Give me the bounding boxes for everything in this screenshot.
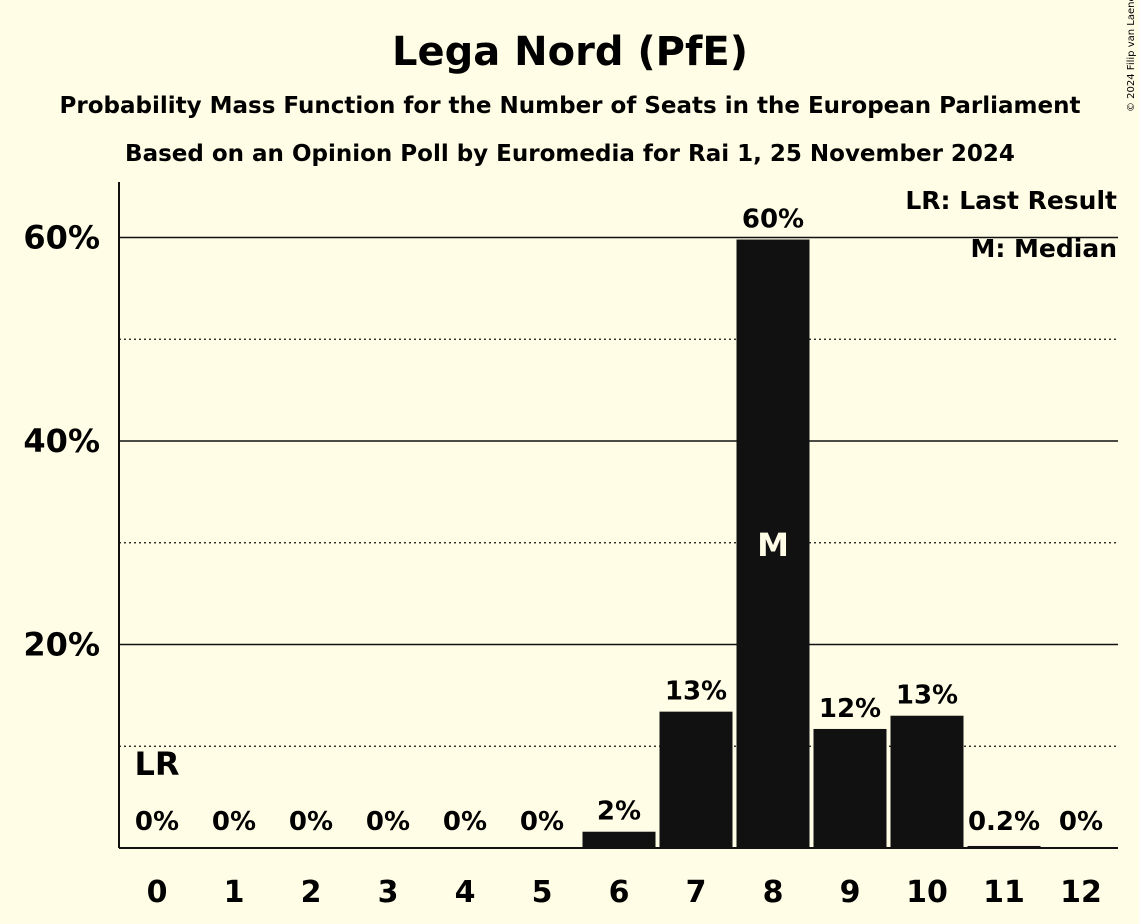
- data-label: 0%: [520, 807, 564, 837]
- y-tick-label: 40%: [23, 422, 100, 460]
- data-label: 2%: [597, 797, 641, 827]
- x-tick-label: 12: [1060, 875, 1102, 910]
- chart-subtitle: Probability Mass Function for the Number…: [60, 93, 1081, 119]
- x-tick-label: 9: [840, 875, 861, 910]
- y-tick-label: 60%: [23, 219, 100, 257]
- bar: [813, 728, 887, 848]
- bar: [659, 711, 733, 848]
- x-tick-label: 0: [147, 875, 168, 910]
- legend-last-result: LR: Last Result: [905, 186, 1117, 215]
- x-tick-label: 6: [609, 875, 630, 910]
- x-tick-label: 11: [983, 875, 1025, 910]
- median-marker: M: [757, 526, 789, 564]
- data-labels: 0% 0% 0% 0% 0% 0% 2% 13% 60% 12% 13% 0.2% 0% M LR: [134, 205, 1103, 837]
- last-result-marker: LR: [134, 745, 179, 783]
- x-tick-label: 4: [455, 875, 476, 910]
- data-label: 60%: [742, 205, 804, 235]
- x-tick-label: 2: [301, 875, 322, 910]
- data-label: 0%: [366, 807, 410, 837]
- bar: [967, 845, 1041, 848]
- x-tick-label: 5: [532, 875, 553, 910]
- chart-subtitle-source: Based on an Opinion Poll by Euromedia fo…: [125, 141, 1015, 167]
- bar: [890, 715, 964, 848]
- copyright-notice: © 2024 Filip van Laenen: [1126, 0, 1137, 112]
- data-label: 0%: [135, 807, 179, 837]
- axes: 20%40%60%0 1 2 3 4 5 6 7 8 9 10 11 12: [23, 182, 1118, 910]
- x-tick-label: 3: [378, 875, 399, 910]
- data-label: 13%: [665, 677, 727, 707]
- data-label: 12%: [819, 694, 881, 724]
- gridlines: [119, 236, 1118, 747]
- y-tick-label: 20%: [23, 626, 100, 664]
- data-label: 0%: [212, 807, 256, 837]
- chart-title: Lega Nord (PfE): [392, 29, 748, 75]
- x-tick-label: 10: [906, 875, 948, 910]
- data-label: 0%: [1059, 807, 1103, 837]
- bar: [582, 831, 656, 848]
- data-label: 0%: [443, 807, 487, 837]
- x-tick-label: 1: [224, 875, 245, 910]
- data-label: 13%: [896, 681, 958, 711]
- data-label: 0%: [289, 807, 333, 837]
- bar: [736, 239, 810, 848]
- x-tick-label: 7: [686, 875, 707, 910]
- data-label: 0.2%: [968, 807, 1040, 837]
- legend-median: M: Median: [970, 234, 1117, 263]
- x-tick-label: 8: [763, 875, 784, 910]
- bars: [582, 239, 1041, 848]
